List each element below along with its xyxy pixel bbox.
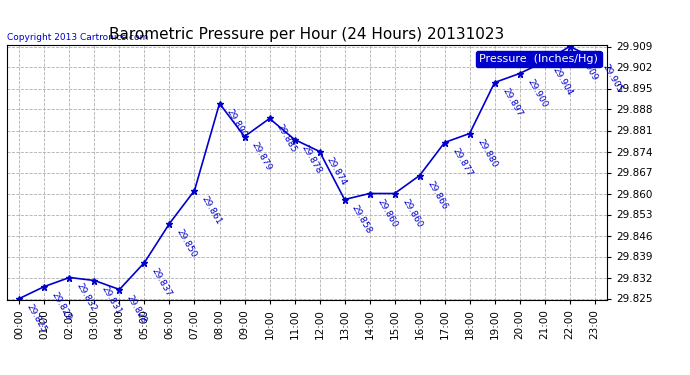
- Text: 29.874: 29.874: [325, 156, 348, 188]
- Text: 29.879: 29.879: [250, 141, 274, 172]
- Text: 29.860: 29.860: [400, 198, 424, 230]
- Text: 29.828: 29.828: [125, 294, 148, 326]
- Text: 29.877: 29.877: [450, 147, 474, 178]
- Text: 29.880: 29.880: [475, 138, 499, 170]
- Text: 29.831: 29.831: [100, 285, 124, 316]
- Text: 29.897: 29.897: [500, 87, 524, 118]
- Text: 29.866: 29.866: [425, 180, 449, 212]
- Text: Copyright 2013 Cartronics.com: Copyright 2013 Cartronics.com: [7, 33, 148, 42]
- Text: 29.832: 29.832: [75, 282, 99, 314]
- Text: 29.904: 29.904: [550, 66, 573, 98]
- Text: 29.885: 29.885: [275, 123, 299, 154]
- Text: 29.905: 29.905: [600, 63, 624, 94]
- Title: Barometric Pressure per Hour (24 Hours) 20131023: Barometric Pressure per Hour (24 Hours) …: [110, 27, 504, 42]
- Text: 29.858: 29.858: [350, 204, 374, 236]
- Text: 29.861: 29.861: [200, 195, 224, 226]
- Text: 29.829: 29.829: [50, 291, 73, 322]
- Text: 29.860: 29.860: [375, 198, 399, 230]
- Text: 29.878: 29.878: [300, 144, 324, 176]
- Text: 29.850: 29.850: [175, 228, 199, 260]
- Legend: Pressure  (Inches/Hg): Pressure (Inches/Hg): [476, 51, 602, 67]
- Text: 29.900: 29.900: [525, 78, 549, 110]
- Text: 29.890: 29.890: [225, 108, 248, 140]
- Text: 29.909: 29.909: [575, 51, 599, 82]
- Text: 29.825: 29.825: [25, 303, 48, 334]
- Text: 29.837: 29.837: [150, 267, 174, 298]
